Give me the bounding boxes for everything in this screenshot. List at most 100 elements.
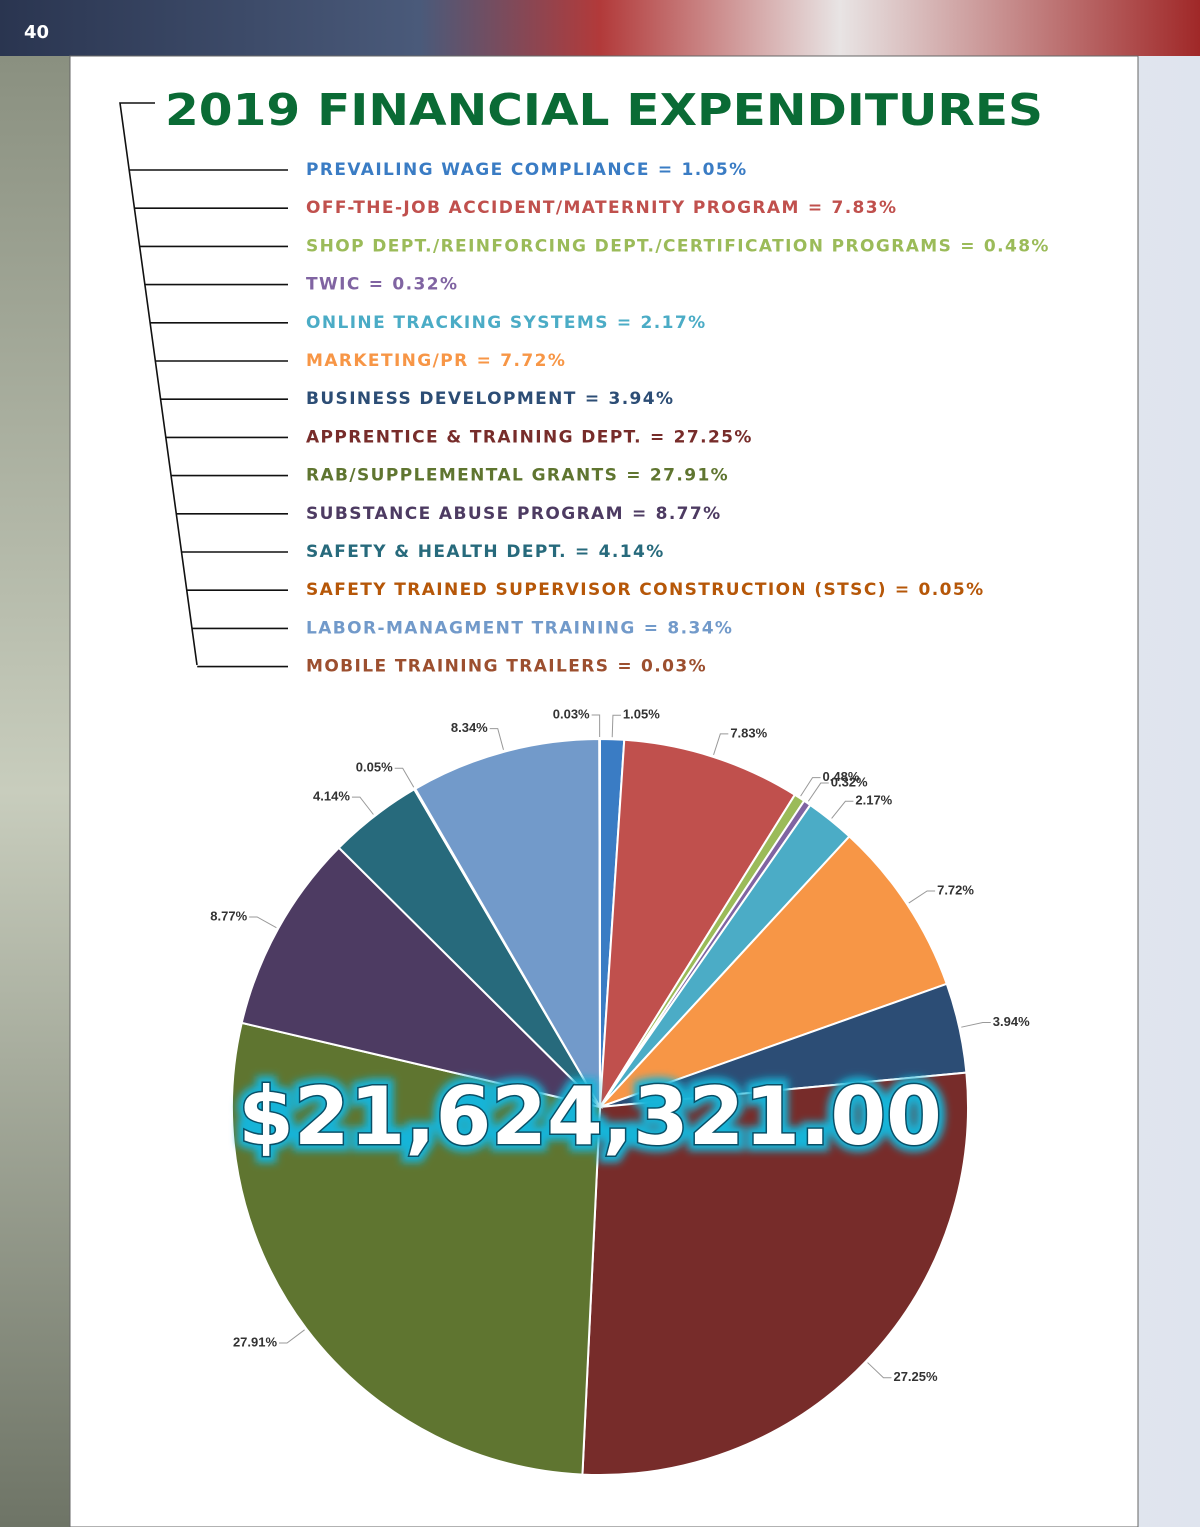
slice-label: 3.94% <box>993 1014 1030 1029</box>
slice-label: 27.25% <box>893 1369 938 1384</box>
legend-entry: SHOP DEPT./REINFORCING DEPT./CERTIFICATI… <box>306 236 1050 256</box>
pie-slice <box>599 834 949 1108</box>
pie-slice <box>231 1021 602 1476</box>
slice-label: 0.05% <box>356 760 393 775</box>
chart-title: 2019 FINANCIAL EXPENDITURES <box>165 85 1043 136</box>
leader-line <box>908 890 936 904</box>
legend-separator: = <box>632 504 648 524</box>
legend-value: 4.14% <box>599 542 665 562</box>
pie: 1.05% 7.83% 0.48%0.32% 2.17% 7.72% 3.94% 27.25… <box>210 706 1030 1476</box>
legend-value: 0.05% <box>919 580 985 600</box>
legend-name: APPRENTICE & TRAINING DEPT. <box>306 427 642 447</box>
legend-value: 8.77% <box>656 504 722 524</box>
slice-label: 1.05% <box>623 707 660 722</box>
legend-bracket <box>119 102 198 666</box>
legend-entry: APPRENTICE & TRAINING DEPT. = 27.25% <box>306 427 753 447</box>
legend-entry: OFF-THE-JOB ACCIDENT/MATERNITY PROGRAM = 7… <box>306 198 897 218</box>
legend-separator: = <box>585 389 601 409</box>
money-strip <box>0 56 70 1527</box>
leader-line <box>249 916 277 929</box>
slice-label: 0.48% <box>823 769 860 784</box>
legend-entry: SAFETY TRAINED SUPERVISOR CONSTRUCTION (… <box>306 580 985 600</box>
legend-separator: = <box>617 313 633 333</box>
legend-name: SHOP DEPT./REINFORCING DEPT./CERTIFICATI… <box>306 236 952 256</box>
legend-name: SUBSTANCE ABUSE PROGRAM <box>306 504 624 524</box>
leader-line <box>807 782 829 802</box>
center-label-glow: $21,624,321.00 <box>238 1070 941 1163</box>
legend-separator: = <box>626 466 642 486</box>
legend-name: SAFETY TRAINED SUPERVISOR CONSTRUCTION (… <box>306 580 887 600</box>
legend-name: RAB/SUPPLEMENTAL GRANTS <box>306 466 618 486</box>
legend-separator: = <box>369 275 385 295</box>
slice-label: 8.34% <box>451 720 488 735</box>
legend-value: 7.83% <box>831 198 897 218</box>
legend-entry: MOBILE TRAINING TRAILERS = 0.03% <box>306 657 707 677</box>
legend-value: 0.48% <box>984 236 1050 256</box>
legend-separator: = <box>477 351 493 371</box>
legend-name: ONLINE TRACKING SYSTEMS <box>306 313 609 333</box>
legend-entry: PREVAILING WAGE COMPLIANCE = 1.05% <box>306 160 748 180</box>
legend-separator: = <box>644 618 660 638</box>
legend-value: 2.17% <box>641 313 707 333</box>
center-label: $21,624,321.00 <box>238 1070 941 1163</box>
legend-name: TWIC <box>306 275 361 295</box>
slice-label: 0.03% <box>553 706 590 721</box>
leader-line <box>591 714 601 738</box>
legend-entry: RAB/SUPPLEMENTAL GRANTS = 27.91% <box>306 466 729 486</box>
flag-banner <box>0 0 1200 56</box>
pie-slice <box>240 846 604 1109</box>
legend-entry: LABOR-MANAGMENT TRAINING = 8.34% <box>306 618 733 638</box>
leader-line <box>713 733 729 756</box>
leader-line <box>800 777 821 797</box>
center-label-group: $21,624,321.00 $21,624,321.00 <box>231 1063 948 1170</box>
legend-name: OFF-THE-JOB ACCIDENT/MATERNITY PROGRAM <box>306 198 800 218</box>
legend-entry: TWIC = 0.32% <box>306 275 458 295</box>
pie-slice <box>581 1071 969 1476</box>
slice-label: 7.72% <box>937 882 974 897</box>
legend-entry: BUSINESS DEVELOPMENT = 3.94% <box>306 389 674 409</box>
legend-separator: = <box>658 160 674 180</box>
leader-line <box>961 1021 991 1028</box>
legend-name: BUSINESS DEVELOPMENT <box>306 389 577 409</box>
slice-label: 8.77% <box>210 908 247 923</box>
legend-value: 0.03% <box>641 657 707 677</box>
slice-label: 7.83% <box>730 725 767 740</box>
legend-separator: = <box>650 427 666 447</box>
leader-line <box>867 1362 892 1379</box>
legend-value: 0.32% <box>392 275 458 295</box>
legend-entry: SUBSTANCE ABUSE PROGRAM = 8.77% <box>306 504 722 524</box>
legend-name: MARKETING/PR <box>306 351 469 371</box>
legend-name: SAFETY & HEALTH DEPT. <box>306 542 567 562</box>
legend: PREVAILING WAGE COMPLIANCE = 1.05% OFF-THE-… <box>129 160 1050 677</box>
legend-name: LABOR-MANAGMENT TRAINING <box>306 618 636 638</box>
legend-value: 7.72% <box>500 351 566 371</box>
leader-line <box>831 800 854 819</box>
legend-value: 27.25% <box>674 427 753 447</box>
legend-separator: = <box>575 542 591 562</box>
slice-label: 27.91% <box>233 1334 278 1349</box>
leader-line <box>489 728 504 750</box>
legend-name: PREVAILING WAGE COMPLIANCE <box>306 160 650 180</box>
legend-separator: = <box>960 236 976 256</box>
page-number: 40 <box>24 22 49 43</box>
legend-value: 1.05% <box>682 160 748 180</box>
legend-separator: = <box>895 580 911 600</box>
leader-line <box>351 796 374 815</box>
legend-value: 27.91% <box>650 466 729 486</box>
legend-entry: MARKETING/PR = 7.72% <box>306 351 566 371</box>
pie-slice <box>598 737 601 1108</box>
leader-line <box>611 714 621 738</box>
slice-label: 4.14% <box>313 789 350 804</box>
legend-value: 8.34% <box>667 618 733 638</box>
legend-entry: ONLINE TRACKING SYSTEMS = 2.17% <box>306 313 707 333</box>
legend-entry: SAFETY & HEALTH DEPT. = 4.14% <box>306 542 665 562</box>
legend-separator: = <box>808 198 824 218</box>
leader-line <box>394 767 415 788</box>
legend-value: 3.94% <box>608 389 674 409</box>
leader-line <box>279 1329 305 1344</box>
pie-slice <box>599 738 797 1108</box>
pie-slice <box>413 737 602 1111</box>
slice-label: 2.17% <box>855 793 892 808</box>
